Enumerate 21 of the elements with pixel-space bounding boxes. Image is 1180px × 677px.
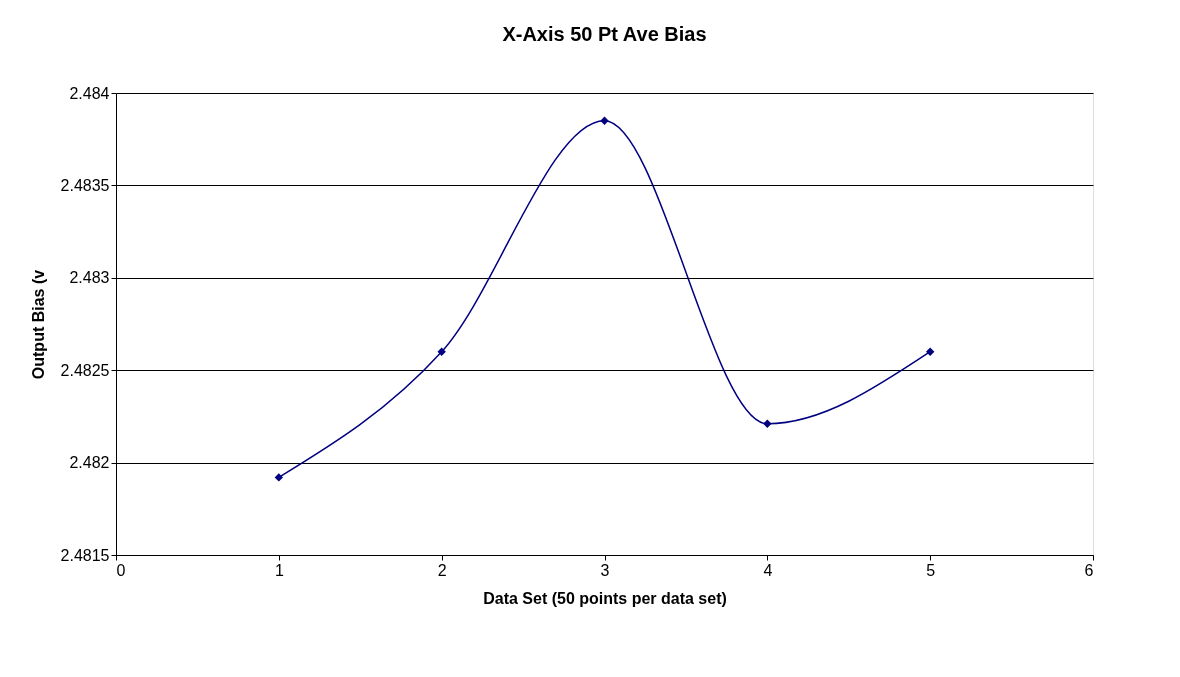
x-tick-label: 6 [1084, 561, 1094, 579]
point [600, 116, 609, 125]
point [274, 473, 284, 482]
point [763, 419, 772, 428]
y-tick-label: 2.483 [69, 269, 110, 287]
y-tick-label: 2.482 [69, 454, 110, 472]
x-tick-label: 2 [437, 561, 447, 579]
x-axis-title: Data Set (50 points per data set) [483, 589, 727, 607]
y-tick-label: 2.4815 [60, 546, 110, 564]
x-tick-label: 3 [600, 561, 610, 579]
chart-title: X-Axis 50 Pt Ave Bias [502, 23, 707, 45]
x-tick-label: 0 [116, 561, 126, 579]
y-tick-label: 2.484 [69, 84, 110, 102]
y-axis-title: Output Bias (v [29, 269, 47, 380]
x-tick-label: 4 [763, 561, 773, 579]
x-tick-label: 1 [274, 561, 284, 579]
point [437, 347, 446, 356]
x-tick-label: 5 [926, 561, 936, 579]
point [925, 347, 935, 356]
y-tick-label: 2.4835 [60, 176, 110, 194]
y-tick-label: 2.4825 [60, 361, 110, 379]
